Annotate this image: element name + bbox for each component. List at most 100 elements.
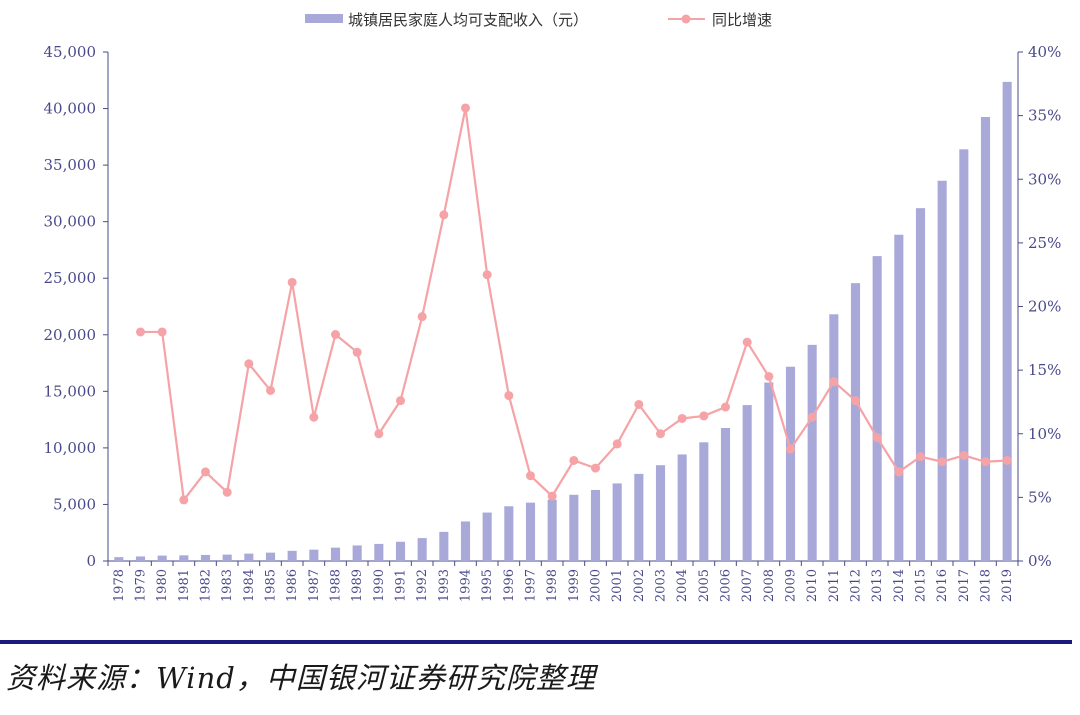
growth-point (136, 327, 145, 337)
growth-point (742, 337, 752, 347)
growth-point (417, 312, 427, 322)
income-bar (309, 549, 319, 561)
right-axis-tick-label: 0% (1028, 552, 1052, 570)
x-axis-tick-label: 2015 (914, 569, 929, 602)
x-axis-tick-label: 2000 (589, 569, 604, 602)
growth-point (894, 467, 904, 477)
income-bar (699, 442, 709, 561)
x-axis-tick-label: 2007 (740, 569, 755, 602)
income-bar (460, 521, 471, 561)
growth-point (287, 277, 297, 287)
income-bar (265, 552, 276, 561)
growth-point (1002, 455, 1012, 465)
growth-point (634, 399, 644, 409)
x-axis-tick-label: 1994 (459, 569, 474, 602)
x-axis-tick-label: 2005 (697, 569, 712, 602)
income-bar (872, 256, 882, 561)
income-bar (330, 547, 341, 561)
income-bar (439, 531, 449, 561)
growth-point (829, 377, 839, 387)
x-axis-tick-label: 1997 (524, 569, 539, 602)
x-axis-tick-label: 1988 (329, 569, 344, 602)
x-axis-tick-label: 1993 (437, 569, 452, 602)
left-axis-tick-label: 40,000 (44, 100, 97, 118)
income-bar (135, 556, 146, 561)
growth-point (937, 457, 947, 467)
income-bar (287, 550, 297, 561)
left-axis-tick-label: 10,000 (44, 439, 97, 457)
income-bar (547, 499, 557, 561)
income-bar (352, 545, 362, 561)
growth-point (222, 487, 232, 497)
income-bars (114, 81, 1012, 561)
income-bar (179, 555, 189, 561)
growth-point (786, 444, 795, 454)
x-axis-tick-label: 2017 (957, 569, 972, 602)
left-axis-tick-label: 0 (86, 552, 96, 570)
x-axis-tick-label: 2011 (827, 569, 842, 602)
income-bar (504, 506, 514, 561)
income-bar (200, 554, 211, 561)
income-bar (634, 473, 644, 561)
x-axis-tick-label: 2014 (892, 569, 907, 602)
growth-point (396, 396, 405, 406)
x-axis-tick-label: 2018 (979, 569, 994, 602)
growth-point (764, 371, 774, 381)
left-axis-tick-label: 45,000 (44, 43, 97, 61)
right-axis-tick-label: 35% (1028, 107, 1061, 125)
growth-point (547, 491, 557, 501)
growth-point (352, 347, 362, 357)
growth-point (309, 412, 319, 422)
x-axis-tick-label: 1981 (177, 569, 192, 602)
growth-point (612, 439, 622, 449)
income-bar (525, 502, 536, 561)
x-axis-tick-label: 1991 (394, 569, 409, 602)
left-axis-tick-label: 35,000 (44, 156, 97, 174)
growth-point (569, 455, 579, 465)
growth-point (981, 457, 990, 467)
x-axis-tick-label: 1982 (199, 569, 214, 602)
x-axis-tick-label: 1990 (372, 569, 387, 602)
legend-label-growth: 同比增速 (712, 11, 772, 29)
x-axis-tick-label: 2016 (935, 569, 950, 602)
left-axis: 0 5,000 10,000 15,000 20,000 25,000 30,000 35,0… (44, 43, 109, 570)
left-axis-tick-label: 20,000 (44, 326, 97, 344)
income-bar (374, 543, 384, 561)
left-axis-tick-label: 15,000 (44, 382, 97, 400)
left-axis-tick-label: 25,000 (44, 269, 97, 287)
income-bar (395, 541, 406, 561)
source-note: 资料来源：Wind，中国银河证券研究院整理 (6, 661, 596, 695)
income-bar (114, 557, 124, 561)
growth-point (244, 359, 254, 369)
x-axis-tick-label: 2008 (762, 569, 777, 602)
growth-point (807, 412, 817, 422)
x-axis-tick-label: 1987 (307, 569, 322, 602)
growth-point (591, 463, 600, 473)
growth-point (872, 433, 882, 443)
growth-point (179, 495, 189, 505)
right-axis-tick-label: 10% (1028, 425, 1061, 443)
x-axis-tick-label: 1985 (264, 569, 279, 602)
x-axis-tick-label: 1999 (567, 569, 582, 602)
income-bar (677, 454, 687, 561)
x-axis-tick-label: 1986 (285, 569, 300, 602)
x-axis-tick-label: 1989 (350, 569, 365, 602)
income-bar (569, 494, 579, 561)
income-bar (785, 366, 796, 561)
income-bar (764, 382, 774, 561)
income-bar (829, 314, 839, 561)
right-axis-tick-label: 25% (1028, 234, 1061, 252)
growth-point (201, 467, 210, 477)
income-bar (244, 553, 254, 561)
x-axis-tick-label: 1996 (502, 569, 517, 602)
x-axis-tick-label: 1998 (545, 569, 560, 602)
income-bar (959, 149, 969, 561)
x-axis-tick-label: 1995 (480, 569, 495, 602)
growth-point (916, 452, 925, 462)
legend-swatch-growth-marker (681, 14, 691, 24)
growth-point (439, 210, 449, 220)
x-axis-tick-label: 2002 (632, 569, 647, 602)
income-bar (612, 483, 622, 561)
x-axis-tick-label: 1984 (242, 569, 257, 602)
x-axis-tick-label: 2001 (610, 569, 625, 602)
